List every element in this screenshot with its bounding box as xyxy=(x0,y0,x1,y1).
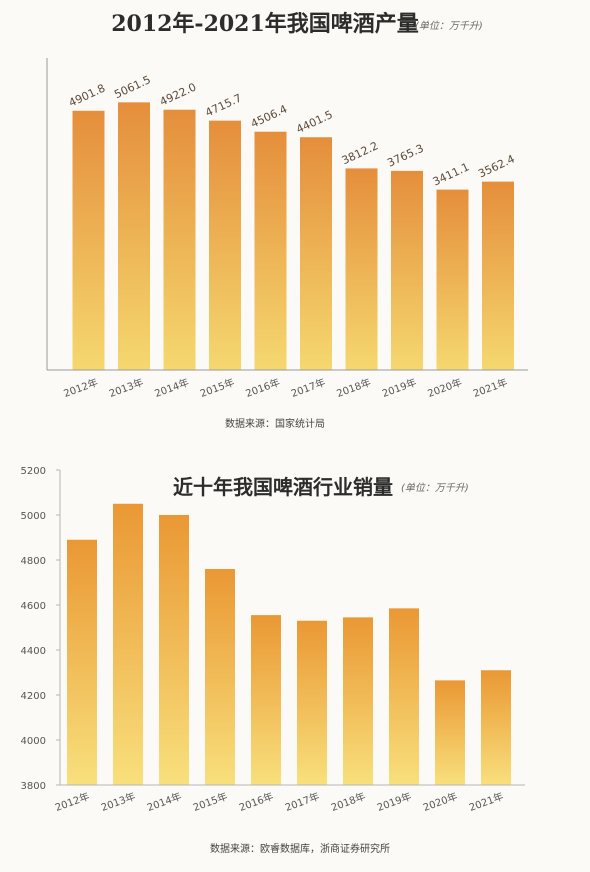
sales-x-tick-label-2018: 2018年 xyxy=(329,790,367,814)
sales-bar-2020 xyxy=(435,680,465,785)
sales-plot-area: 2012年 2013年 2014年 2015年 2016年 2017年 2018年 2019年… xyxy=(21,466,525,814)
production-bar-2017 xyxy=(300,137,332,370)
sales-bar-2012 xyxy=(67,539,97,785)
production-value-label-2013: 5061.5 xyxy=(112,73,152,101)
sales-x-tick-label-2016: 2016年 xyxy=(237,790,275,814)
production-value-label-2015: 4715.7 xyxy=(203,91,243,119)
sales-y-tick-label-3800: 3800 xyxy=(21,781,46,792)
production-bar-2014 xyxy=(163,109,196,371)
production-value-label-2012: 4901.8 xyxy=(67,82,107,110)
production-x-tick-label-2019: 2019年 xyxy=(380,376,418,400)
production-bar-2015 xyxy=(209,120,241,371)
production-value-label-2020: 3411.1 xyxy=(431,160,471,188)
production-x-tick-label-2013: 2013年 xyxy=(107,376,145,400)
production-value-label-2014: 4922.0 xyxy=(158,81,198,109)
production-bar-2013 xyxy=(118,102,150,371)
sales-x-tick-label-2015: 2015年 xyxy=(191,790,229,814)
production-value-label-2017: 4401.5 xyxy=(294,108,334,136)
production-value-label-2021: 3562.4 xyxy=(476,152,516,180)
sales-x-tick-label-2014: 2014年 xyxy=(145,790,183,814)
sales-chart: 2012年 2013年 2014年 2015年 2016年 2017年 2018年 2019年… xyxy=(21,466,525,855)
production-bar-2020 xyxy=(436,189,469,370)
production-x-tick-label-2021: 2021年 xyxy=(471,376,509,400)
sales-bar-2013 xyxy=(113,503,143,785)
production-value-label-2016: 4506.4 xyxy=(249,102,289,130)
production-bar-2012 xyxy=(72,110,105,371)
sales-chart-unit: (单位：万千升) xyxy=(401,482,469,494)
sales-y-tick-label-5000: 5000 xyxy=(21,511,46,522)
production-x-tick-label-2018: 2018年 xyxy=(335,376,373,400)
sales-y-tick-label-4200: 4200 xyxy=(21,691,46,702)
production-chart: 2012年-2021年我国啤酒产量 (单位：万千升) 4901.8 2012年 50… xyxy=(46,11,528,430)
sales-y-tick-label-4800: 4800 xyxy=(21,556,46,567)
production-x-tick-label-2016: 2016年 xyxy=(244,376,282,400)
production-bar-2016 xyxy=(254,131,287,370)
sales-bar-2014 xyxy=(159,515,189,785)
sales-bar-2016 xyxy=(251,615,281,785)
sales-y-tick-label-4000: 4000 xyxy=(21,736,46,747)
production-bar-2018 xyxy=(345,168,378,370)
sales-bar-2015 xyxy=(205,569,235,785)
production-value-label-2019: 3765.3 xyxy=(385,142,425,170)
sales-y-tick-label-4400: 4400 xyxy=(21,646,46,657)
sales-chart-source: 数据来源：欧睿数据库，浙商证券研究所 xyxy=(210,842,390,855)
sales-bar-2019 xyxy=(389,608,419,785)
sales-bar-2018 xyxy=(343,617,373,785)
production-bar-2019 xyxy=(391,170,423,370)
sales-x-tick-label-2019: 2019年 xyxy=(375,790,413,814)
production-x-tick-label-2015: 2015年 xyxy=(198,376,236,400)
production-x-tick-label-2012: 2012年 xyxy=(62,376,100,400)
production-x-tick-label-2017: 2017年 xyxy=(289,376,327,400)
sales-x-tick-label-2012: 2012年 xyxy=(53,790,91,814)
sales-x-tick-label-2013: 2013年 xyxy=(99,790,137,814)
production-chart-title: 2012年-2021年我国啤酒产量 xyxy=(111,11,419,37)
sales-y-tick-label-5200: 5200 xyxy=(21,466,46,477)
production-bar-2021 xyxy=(482,181,514,370)
sales-chart-title: 近十年我国啤酒行业销量 xyxy=(173,475,393,499)
sales-x-tick-label-2017: 2017年 xyxy=(283,790,321,814)
production-plot-area: 4901.8 2012年 5061.5 2013年 4922.0 2014年 4715.7 2… xyxy=(46,58,528,400)
sales-x-tick-label-2021: 2021年 xyxy=(467,790,505,814)
production-chart-unit: (单位：万千升) xyxy=(415,20,483,32)
sales-x-tick-label-2020: 2020年 xyxy=(421,790,459,814)
sales-bar-2021 xyxy=(481,670,511,785)
production-chart-source: 数据来源：国家统计局 xyxy=(225,417,325,430)
production-x-tick-label-2014: 2014年 xyxy=(153,376,191,400)
production-value-label-2018: 3812.2 xyxy=(340,139,380,167)
sales-y-tick-label-4600: 4600 xyxy=(21,601,46,612)
sales-bar-2017 xyxy=(297,620,327,785)
production-x-tick-label-2020: 2020年 xyxy=(426,376,464,400)
